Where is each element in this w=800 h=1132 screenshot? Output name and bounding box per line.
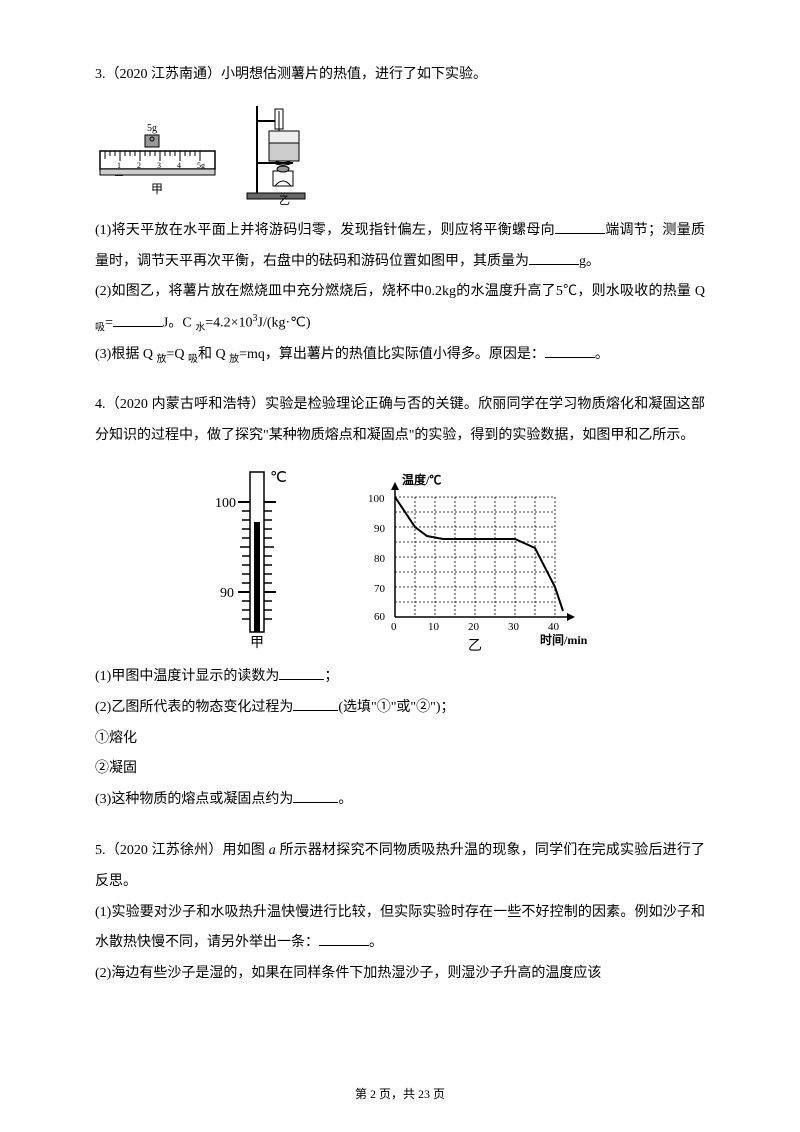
q3-p1: (1)将天平放在水平面上并将游码归零，发现指针偏左，则应将平衡螺母向端调节；测量… — [95, 216, 705, 278]
q4-p2: (2)乙图所代表的物态变化过程为(选填"①"或"②")； — [95, 693, 705, 724]
svg-text:温度/℃: 温度/℃ — [402, 472, 441, 487]
thermometer-figure: ℃ 100 90 甲 — [210, 462, 300, 652]
svg-text:40: 40 — [548, 621, 560, 633]
q3-figures: 5g 1 2 3 4 5g 甲 — [95, 101, 705, 206]
svg-text:时间/min: 时间/min — [540, 632, 588, 647]
q4-opt1: ①熔化 — [95, 724, 705, 755]
question-3: 3.（2020 江苏南通）小明想估测薯片的热值，进行了如下实验。 5g 1 2 — [95, 60, 705, 370]
svg-text:甲: 甲 — [151, 182, 163, 196]
q4-p1: (1)甲图中温度计显示的读数为； — [95, 662, 705, 693]
svg-text:100: 100 — [215, 496, 236, 511]
q4-figures: ℃ 100 90 甲 — [95, 462, 705, 652]
page-footer: 第 2 页，共 23 页 — [0, 1081, 800, 1107]
svg-text:10: 10 — [428, 621, 440, 633]
svg-text:乙: 乙 — [468, 638, 482, 652]
svg-text:90: 90 — [220, 586, 234, 601]
svg-text:100: 100 — [368, 493, 385, 505]
q4-opt2: ②凝固 — [95, 754, 705, 785]
q5-p2: (2)海边有些沙子是湿的，如果在同样条件下加热湿沙子，则湿沙子升高的温度应该 — [95, 959, 705, 990]
svg-text:90: 90 — [374, 523, 386, 535]
svg-text:5g: 5g — [147, 123, 157, 134]
question-4: 4.（2020 内蒙古呼和浩特）实验是检验理论正确与否的关键。欣丽同学在学习物质… — [95, 390, 705, 816]
q5-p1: (1)实验要对沙子和水吸热升温快慢进行比较，但实际实验时存在一些不好控制的因素。… — [95, 898, 705, 960]
svg-text:甲: 甲 — [250, 636, 264, 651]
stand-figure: 乙 — [245, 101, 320, 206]
svg-text:30: 30 — [508, 621, 520, 633]
q3-p3: (3)根据 Q 放=Q 吸和 Q 放=mq，算出薯片的热值比实际值小得多。原因是… — [95, 340, 705, 371]
svg-text:℃: ℃ — [270, 470, 287, 486]
q4-header: 4.（2020 内蒙古呼和浩特）实验是检验理论正确与否的关键。欣丽同学在学习物质… — [95, 390, 705, 452]
svg-text:乙: 乙 — [279, 194, 290, 206]
svg-text:20: 20 — [468, 621, 480, 633]
q4-p3: (3)这种物质的熔点或凝固点约为。 — [95, 785, 705, 816]
q5-header: 5.（2020 江苏徐州）用如图 a 所示器材探究不同物质吸热升温的现象，同学们… — [95, 836, 705, 898]
graph-figure: 温度/℃ 100 90 80 70 60 0 10 20 30 — [360, 472, 590, 652]
svg-text:80: 80 — [374, 553, 386, 565]
svg-text:60: 60 — [374, 611, 386, 623]
q3-p2: (2)如图乙，将薯片放在燃烧皿中充分燃烧后，烧杯中0.2kg的水温度升高了5℃，… — [95, 277, 705, 339]
question-5: 5.（2020 江苏徐州）用如图 a 所示器材探究不同物质吸热升温的现象，同学们… — [95, 836, 705, 990]
q3-header: 3.（2020 江苏南通）小明想估测薯片的热值，进行了如下实验。 — [95, 60, 705, 91]
ruler-figure: 5g 1 2 3 4 5g 甲 — [95, 121, 220, 206]
svg-text:0: 0 — [391, 621, 397, 633]
svg-text:70: 70 — [374, 583, 386, 595]
